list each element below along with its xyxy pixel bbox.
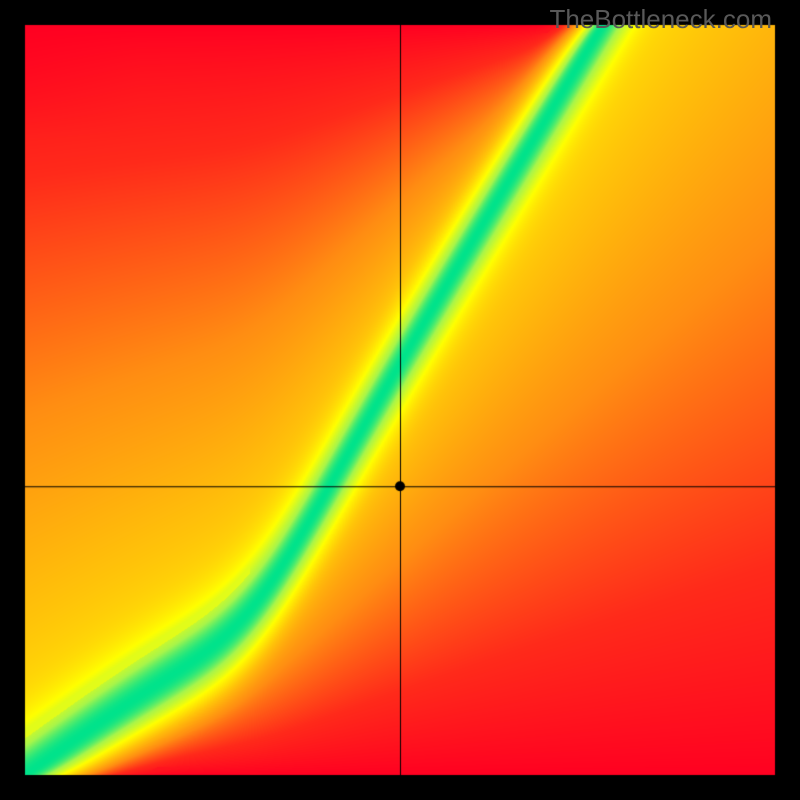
bottleneck-heatmap [0, 0, 800, 800]
watermark-text: TheBottleneck.com [549, 4, 772, 35]
chart-container: TheBottleneck.com [0, 0, 800, 800]
